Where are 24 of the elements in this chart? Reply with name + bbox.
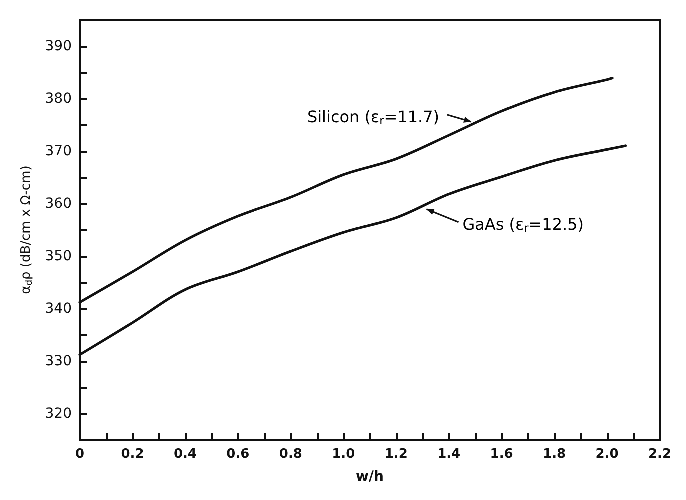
y-tick-label: 350 <box>45 248 72 264</box>
x-tick-label: 0 <box>75 447 85 462</box>
x-tick-label: 2.2 <box>648 447 672 462</box>
x-tick-label: 1.2 <box>384 447 408 462</box>
line-series <box>78 144 628 356</box>
x-tick-label: 0.8 <box>279 447 302 462</box>
y-tick-label: 340 <box>45 300 72 317</box>
x-tick-label: 1.8 <box>543 447 566 462</box>
x-tick-label: 0.2 <box>121 447 144 462</box>
x-tick-label: 1.6 <box>490 447 514 462</box>
y-tick-label: 360 <box>45 196 72 212</box>
line-series <box>78 76 614 304</box>
y-axis-title: αdρ (dB/cm x Ω-cm) <box>19 166 35 294</box>
x-tick-label: 0.4 <box>174 447 197 462</box>
x-tick-label: 0.6 <box>226 447 250 462</box>
x-tick-label: 1.4 <box>438 447 461 462</box>
y-tick-label: 370 <box>45 143 72 160</box>
x-axis-title: w/h <box>356 469 384 485</box>
y-tick-label: 390 <box>45 38 72 54</box>
y-tick-label: 320 <box>45 406 72 422</box>
x-tick-label: 2.0 <box>596 447 619 462</box>
y-tick-label: 330 <box>45 353 72 370</box>
y-tick-label: 380 <box>45 90 72 107</box>
x-tick-label: 1.0 <box>332 447 356 462</box>
